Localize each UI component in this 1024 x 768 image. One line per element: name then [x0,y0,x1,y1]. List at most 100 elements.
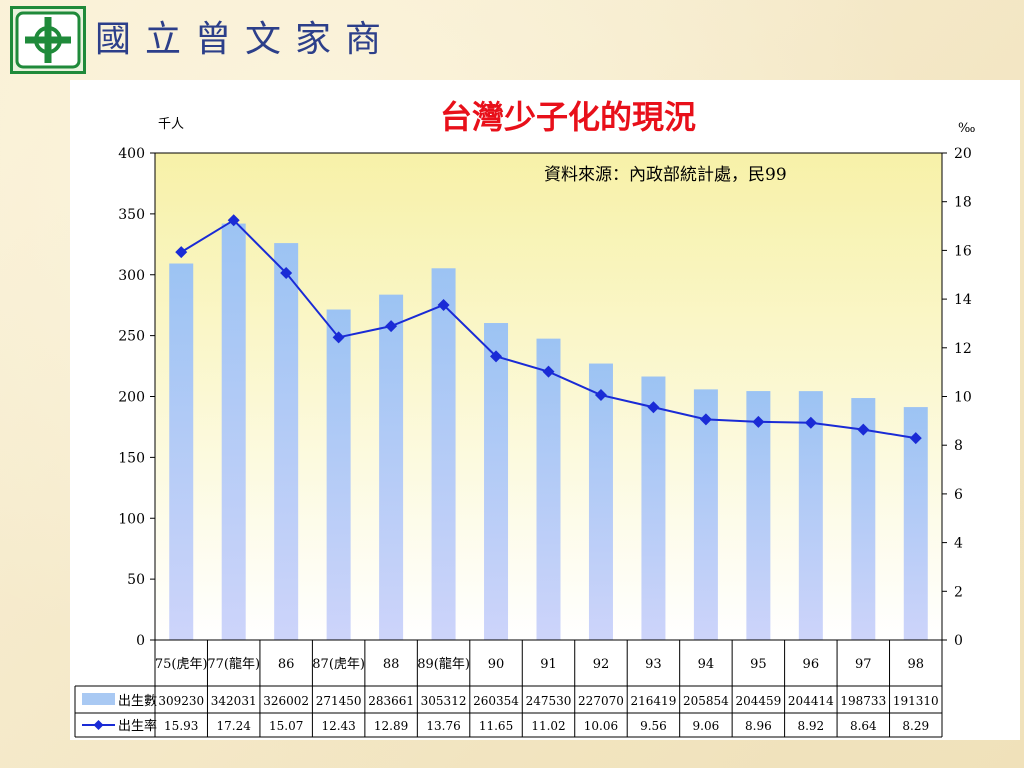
left-tick-label: 300 [118,268,145,284]
right-axis-unit: ‰ [958,121,975,136]
right-tick-label: 8 [954,438,963,454]
birth-rate-point [490,350,503,363]
right-tick-label: 14 [954,292,972,308]
right-tick-label: 4 [954,536,963,552]
birth-count-bar [221,223,246,640]
x-category-label: 94 [698,657,715,672]
birth-rate-value: 15.93 [164,719,198,733]
birth-count-bar [798,391,823,640]
birth-rate-value: 17.24 [217,719,252,733]
birth-rate-value: 9.06 [693,719,720,733]
birth-rate-point [175,246,188,259]
x-category-label: 90 [488,657,505,672]
birth-rate-value: 13.76 [426,719,460,733]
left-tick-label: 350 [118,207,145,223]
right-tick-label: 2 [954,584,963,600]
x-category-label: 95 [750,657,767,672]
x-category-label: 91 [540,657,557,672]
birth-rate-value: 10.06 [584,719,618,733]
birth-count-bar [903,407,928,640]
right-tick-label: 0 [954,633,963,649]
birth-count-value: 204459 [735,694,781,708]
birth-count-bar [484,323,509,640]
left-tick-label: 400 [118,146,145,162]
legend-series-name: 出生數 [118,694,157,709]
birth-count-bar [169,263,194,640]
birth-count-bar [326,309,351,640]
x-category-label: 97 [855,657,872,672]
birth-rate-point [437,298,450,311]
x-category-label: 86 [278,657,295,672]
left-tick-label: 100 [118,511,145,527]
birth-rate-point [542,365,555,378]
right-tick-label: 6 [954,487,963,503]
right-tick-label: 12 [954,341,972,357]
legend-bar-swatch [82,693,115,705]
birth-rate-point [909,432,922,445]
birth-count-value: 204414 [788,694,834,708]
birth-count-bar [379,294,404,640]
x-category-label: 77(龍年) [207,656,260,672]
birth-count-value: 216419 [631,694,677,708]
birth-count-value: 309230 [158,694,204,708]
birth-count-value: 283661 [368,694,414,708]
left-tick-label: 150 [118,450,145,466]
school-emblem-icon [10,6,86,74]
birth-rate-value: 8.64 [850,719,877,733]
birth-count-value: 326002 [263,694,309,708]
birth-count-bar [851,398,876,640]
birth-rate-value: 8.29 [902,719,929,733]
chart-title: 台灣少子化的現況 [440,98,696,136]
birth-count-value: 260354 [473,694,519,708]
birth-count-value: 342031 [211,694,257,708]
x-category-label: 75(虎年) [155,657,208,672]
birth-rate-point [857,423,870,436]
birth-count-bar [693,389,718,640]
birth-rate-value: 15.07 [269,719,303,733]
birth-count-value: 227070 [578,694,624,708]
birth-count-value: 191310 [893,694,939,708]
legend-line-marker [93,720,104,730]
x-category-label: 93 [645,657,662,672]
x-category-label: 96 [803,657,820,672]
birth-count-bar [746,391,771,640]
birth-rate-value: 12.89 [374,719,408,733]
birth-rate-point [594,389,607,402]
left-tick-label: 200 [118,390,145,406]
birth-rate-point [752,415,765,428]
birth-count-value: 305312 [421,694,467,708]
birth-rate-point [332,331,345,344]
birth-rate-value: 11.02 [531,719,565,733]
birth-rate-value: 12.43 [321,719,355,733]
left-tick-label: 250 [118,329,145,345]
birth-count-bar [536,338,561,640]
right-tick-label: 20 [954,146,972,162]
birth-count-bar [431,268,456,640]
birth-count-bar [641,376,666,640]
legend-series-name: 出生率 [118,718,157,734]
source-note: 資料來源：內政部統計處，民99 [544,165,787,185]
birth-rate-point [804,416,817,429]
birth-rate-value: 11.65 [479,719,513,733]
birth-rate-point [699,413,712,426]
birth-rate-point [280,267,293,280]
birth-rate-point [227,214,240,227]
x-category-label: 88 [383,657,400,672]
birth-count-value: 198733 [840,694,886,708]
left-tick-label: 0 [136,633,145,649]
birth-rate-value: 8.92 [797,719,824,733]
birth-chart: 台灣少子化的現況 千人 ‰ 0 50 100 150 200 250 300 350 400 0… [74,98,975,738]
birth-count-bar [274,243,299,640]
school-name: 國立曾文家商 [95,19,396,60]
birth-count-value: 205854 [683,694,729,708]
birth-rate-value: 9.56 [640,719,667,733]
right-tick-label: 18 [954,195,972,211]
x-category-label: 92 [593,657,610,672]
right-tick-label: 16 [954,243,972,259]
birth-rate-value: 8.96 [745,719,772,733]
right-tick-label: 10 [954,390,972,406]
chart-panel: 台灣少子化的現況 千人 ‰ 0 50 100 150 200 250 300 350 400 0… [70,80,1020,740]
x-category-label: 89(龍年) [417,656,470,672]
birth-count-bar [588,363,613,640]
x-category-label: 98 [907,657,924,672]
